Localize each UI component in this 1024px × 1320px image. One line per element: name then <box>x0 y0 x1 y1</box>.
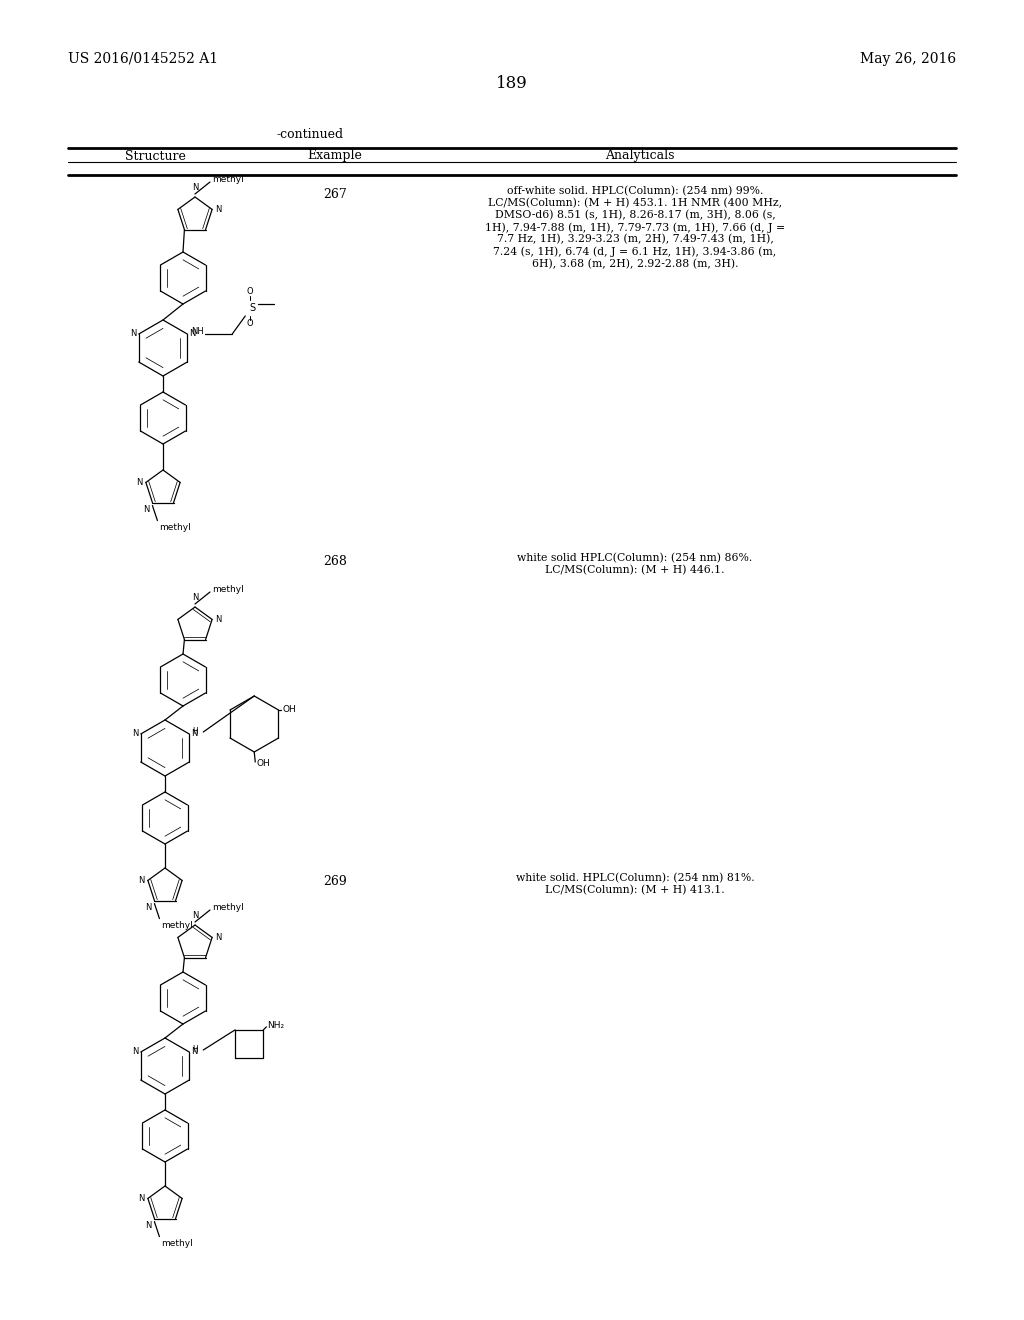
Text: N: N <box>215 615 221 624</box>
Text: methyl: methyl <box>212 903 244 912</box>
Text: NH: NH <box>191 327 204 337</box>
Text: S: S <box>249 304 255 313</box>
Text: N: N <box>132 1048 138 1056</box>
Text: NH₂: NH₂ <box>267 1022 285 1031</box>
Text: H: H <box>193 1045 198 1055</box>
Text: N: N <box>191 730 198 738</box>
Text: white solid. HPLC(Column): (254 nm) 81%.
LC/MS(Column): (M + H) 413.1.: white solid. HPLC(Column): (254 nm) 81%.… <box>516 873 755 895</box>
Text: OH: OH <box>283 705 296 714</box>
Text: Structure: Structure <box>125 149 185 162</box>
Text: N: N <box>215 933 221 942</box>
Text: 189: 189 <box>496 75 528 92</box>
Text: N: N <box>132 730 138 738</box>
Text: May 26, 2016: May 26, 2016 <box>860 51 956 66</box>
Text: N: N <box>145 1221 152 1229</box>
Text: N: N <box>143 504 150 513</box>
Text: 267: 267 <box>324 187 347 201</box>
Text: N: N <box>191 183 199 191</box>
Text: -continued: -continued <box>276 128 344 141</box>
Text: N: N <box>136 478 143 487</box>
Text: N: N <box>145 903 152 912</box>
Text: 268: 268 <box>323 554 347 568</box>
Text: N: N <box>130 330 137 338</box>
Text: N: N <box>189 330 196 338</box>
Text: N: N <box>138 876 144 884</box>
Text: Example: Example <box>307 149 362 162</box>
Text: US 2016/0145252 A1: US 2016/0145252 A1 <box>68 51 218 66</box>
Text: Analyticals: Analyticals <box>605 149 675 162</box>
Text: O: O <box>247 288 254 297</box>
Text: methyl: methyl <box>212 176 244 185</box>
Text: N: N <box>191 911 199 920</box>
Text: 269: 269 <box>324 875 347 888</box>
Text: methyl: methyl <box>162 920 194 929</box>
Text: N: N <box>191 1048 198 1056</box>
Text: H: H <box>193 727 198 737</box>
Text: N: N <box>215 205 221 214</box>
Text: white solid HPLC(Column): (254 nm) 86%.
LC/MS(Column): (M + H) 446.1.: white solid HPLC(Column): (254 nm) 86%. … <box>517 553 753 576</box>
Text: OH: OH <box>256 759 270 768</box>
Text: off-white solid. HPLC(Column): (254 nm) 99%.
LC/MS(Column): (M + H) 453.1. 1H NM: off-white solid. HPLC(Column): (254 nm) … <box>485 186 785 269</box>
Text: N: N <box>138 1193 144 1203</box>
Text: O: O <box>247 319 254 329</box>
Text: methyl: methyl <box>160 523 191 532</box>
Text: methyl: methyl <box>162 1238 194 1247</box>
Text: methyl: methyl <box>212 586 244 594</box>
Text: N: N <box>191 593 199 602</box>
